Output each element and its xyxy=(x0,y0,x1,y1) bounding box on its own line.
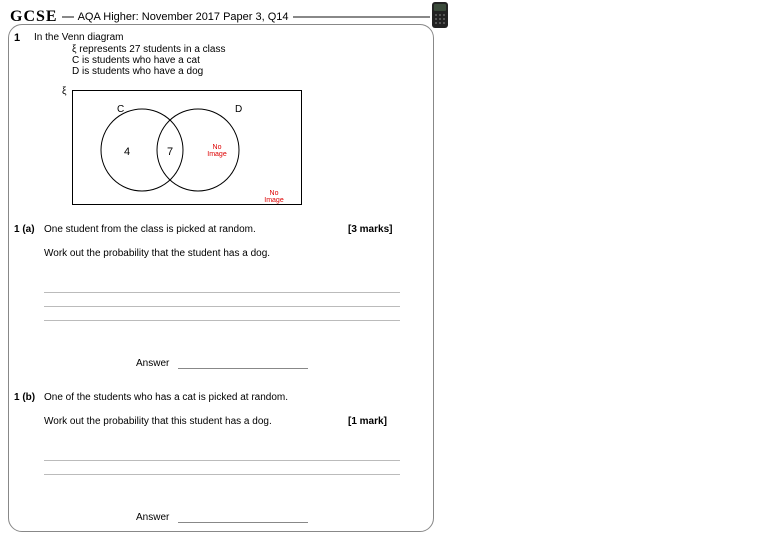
header-rule-right xyxy=(293,16,430,18)
venn-xi-label: ξ xyxy=(62,86,66,97)
q1a-answer-line xyxy=(178,368,308,369)
q1a-number: 1 (a) xyxy=(14,224,35,235)
venn-d-label: D xyxy=(235,104,242,115)
calculator-icon xyxy=(432,2,448,28)
q1-number: 1 xyxy=(14,32,20,44)
q1-intro: In the Venn diagram xyxy=(34,32,124,43)
venn-c-label: C xyxy=(117,104,124,115)
q1-line1: ξ represents 27 students in a class xyxy=(72,44,225,55)
q1a-marks: [3 marks] xyxy=(348,224,392,235)
q1a-workline-1 xyxy=(44,292,400,293)
q1a-line2: Work out the probability that the studen… xyxy=(44,248,270,259)
venn-left-value: 4 xyxy=(124,146,130,158)
q1a-workline-3 xyxy=(44,320,400,321)
q1b-line2: Work out the probability that this stude… xyxy=(44,416,272,427)
q1b-answer-line xyxy=(178,522,308,523)
header-rule-left xyxy=(62,16,74,18)
q1b-marks: [1 mark] xyxy=(348,416,387,427)
q1a-workline-2 xyxy=(44,306,400,307)
venn-right-placeholder: No Image xyxy=(205,144,229,158)
paper-title: AQA Higher: November 2017 Paper 3, Q14 xyxy=(78,11,289,23)
q1a-line1: One student from the class is picked at … xyxy=(44,224,256,235)
q1a-answer-label: Answer xyxy=(136,358,169,369)
venn-universe-box xyxy=(72,90,302,205)
q1b-workline-1 xyxy=(44,460,400,461)
venn-outside-placeholder: No Image xyxy=(262,190,286,204)
q1-line3: D is students who have a dog xyxy=(72,66,203,77)
q1b-line1: One of the students who has a cat is pic… xyxy=(44,392,288,403)
q1-line2: C is students who have a cat xyxy=(72,55,200,66)
venn-intersection-value: 7 xyxy=(167,146,173,158)
q1b-workline-2 xyxy=(44,474,400,475)
q1b-number: 1 (b) xyxy=(14,392,35,403)
q1b-answer-label: Answer xyxy=(136,512,169,523)
